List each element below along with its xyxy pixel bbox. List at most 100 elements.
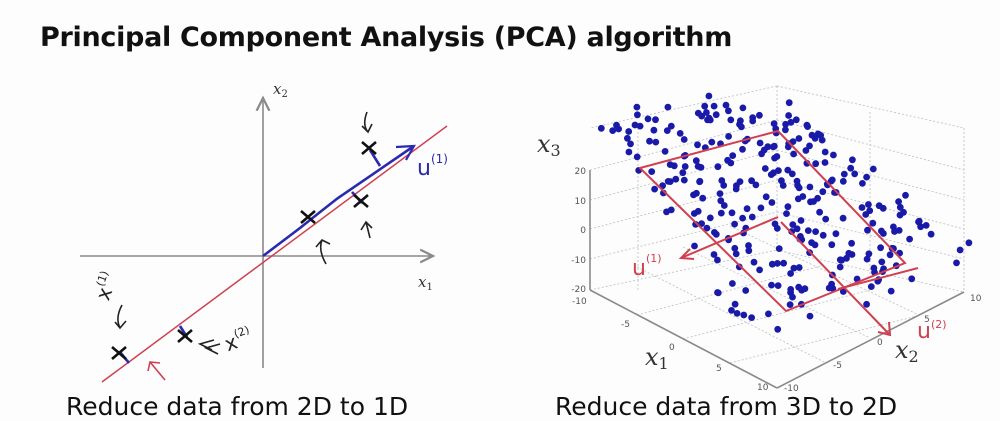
scatter-point (691, 242, 698, 250)
scatter-point (749, 114, 757, 122)
scatter-point (750, 258, 758, 266)
scatter-point (922, 222, 930, 229)
scatter-point (710, 102, 718, 110)
scatter-point (793, 225, 801, 233)
scatter-point (757, 204, 765, 212)
x1-tick: -5 (621, 320, 630, 330)
scatter-point (699, 194, 707, 202)
scatter-point (717, 197, 725, 205)
u1-label-3d: u(1) (632, 252, 662, 281)
scatter-point (804, 227, 812, 235)
cross-marker (353, 194, 369, 208)
x3-axis-label: x3 (537, 130, 561, 160)
double-arrow-left-icon (197, 339, 221, 355)
cross-marker (111, 346, 127, 360)
scatter-point (849, 156, 856, 164)
scatter-point (782, 126, 789, 134)
scatter-point (710, 251, 718, 258)
scatter-point (703, 224, 711, 232)
scatter-point (762, 193, 770, 201)
scatter-point (865, 201, 872, 208)
scatter-point (869, 165, 877, 173)
scatter-point (731, 300, 739, 308)
scatter-point (786, 301, 794, 308)
cross-marker (361, 141, 377, 155)
scatter-point (728, 209, 736, 217)
arrow-up-icon (315, 239, 331, 265)
scatter-point (879, 204, 887, 212)
scatter-point (807, 198, 814, 206)
scatter-point (771, 154, 778, 162)
scatter-point (694, 109, 702, 117)
scatter-point (870, 264, 878, 272)
scatter-point (729, 152, 737, 160)
scatter-point (765, 310, 772, 318)
scatter-point (839, 288, 847, 295)
x2-tick: 0 (877, 338, 883, 348)
scatter-point (862, 211, 870, 218)
scatter-point (794, 195, 802, 203)
scatter-point (863, 300, 870, 308)
scatter-point (783, 210, 790, 218)
scatter-point (840, 170, 848, 178)
scatter-point (816, 208, 823, 216)
scatter-point (825, 284, 833, 292)
scatter-point (851, 170, 859, 178)
scatter-point (664, 103, 672, 111)
scatter-point (708, 138, 716, 146)
scatter-point (720, 202, 728, 209)
x3-tick: 20 (575, 167, 587, 177)
scatter-point (768, 199, 776, 206)
scatter-point (720, 182, 728, 189)
scatter-point (808, 239, 815, 247)
scatter-point (797, 217, 805, 224)
scatter-point (787, 286, 795, 293)
scatter-point (692, 221, 699, 228)
scatter-point (714, 256, 721, 264)
scatter-point (788, 170, 796, 178)
right-figure: 20 10 0 -10 -20 -10 -5 0 5 10 -10 -5 0 5… (537, 85, 982, 394)
scatter-point (768, 260, 776, 268)
scatter-point (828, 241, 836, 249)
x3-tick: -10 (571, 256, 586, 266)
scatter-point (795, 135, 803, 142)
x2-tick: 5 (924, 315, 930, 325)
u1-label: u(1) (417, 152, 448, 181)
caption-2d-to-1d: Reduce data from 2D to 1D (66, 392, 409, 421)
scatter-point (728, 307, 735, 314)
scatter-point (680, 176, 688, 184)
scatter-point (705, 92, 713, 100)
slide-title: Principal Component Analysis (PCA) algor… (40, 22, 733, 53)
scatter-point (819, 188, 827, 196)
principal-line (101, 125, 448, 383)
x1-point-label: x(1) (90, 269, 123, 303)
scatter-point (679, 169, 687, 177)
scatter-point (714, 163, 722, 171)
principal-plane (638, 129, 919, 337)
scatter-point (896, 211, 904, 219)
scatter-point (627, 140, 634, 148)
scatter-point (672, 175, 680, 183)
scatter-point (953, 259, 960, 267)
scatter-point (864, 226, 871, 234)
scatter-point (908, 275, 916, 283)
scatter-point (858, 204, 866, 211)
scatter-point (761, 165, 769, 172)
scatter-point (694, 141, 701, 149)
x2-tick: -10 (784, 384, 799, 394)
scatter-point (676, 130, 684, 137)
scatter-point (717, 209, 725, 217)
x1-tick: -10 (572, 297, 587, 307)
scatter-point (745, 247, 753, 255)
scatter-point (792, 116, 800, 124)
scatter-point (836, 256, 844, 264)
scatter-point (667, 206, 675, 214)
scatter-point (725, 107, 732, 115)
scatter-point (812, 160, 820, 168)
scatter-point (774, 282, 782, 289)
x1-tick: 10 (757, 383, 769, 393)
scatter-point (779, 182, 787, 189)
scatter-point (633, 153, 641, 161)
scatter-point (785, 112, 792, 119)
scatter-point (863, 173, 870, 181)
